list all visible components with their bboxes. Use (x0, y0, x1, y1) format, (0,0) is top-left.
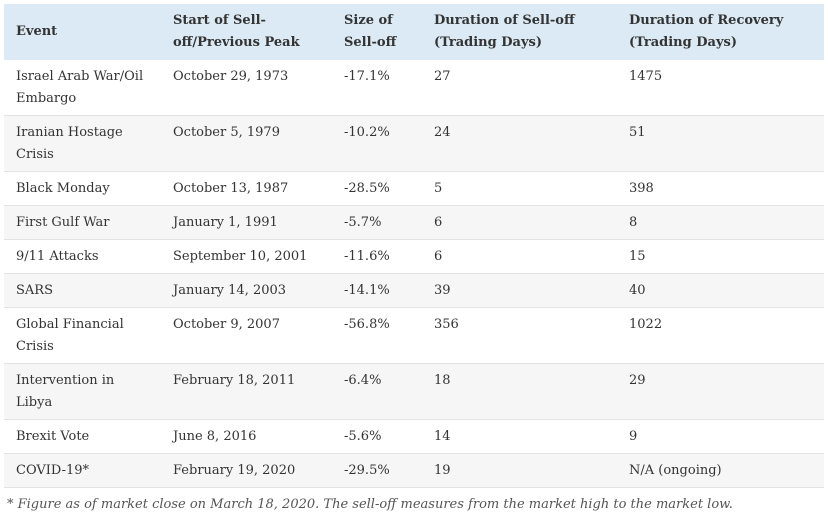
cell-size: -28.5% (332, 171, 422, 206)
cell-recovery-duration: 398 (617, 171, 824, 206)
table-row: Iranian Hostage Crisis October 5, 1979 -… (4, 115, 824, 172)
cell-recovery-duration: 40 (617, 273, 824, 308)
cell-event: Global Financial Crisis (4, 307, 161, 364)
cell-selloff-duration: 19 (422, 453, 617, 488)
cell-recovery-duration: 29 (617, 363, 824, 420)
table-footnote: * Figure as of market close on March 18,… (7, 497, 733, 512)
cell-start: February 18, 2011 (161, 363, 332, 420)
cell-size: -5.7% (332, 205, 422, 240)
cell-event: Black Monday (4, 171, 161, 206)
cell-selloff-duration: 27 (422, 60, 617, 116)
cell-event: Iranian Hostage Crisis (4, 115, 161, 172)
table-row: First Gulf War January 1, 1991 -5.7% 6 8 (4, 205, 824, 240)
table-row: Brexit Vote June 8, 2016 -5.6% 14 9 (4, 419, 824, 454)
cell-size: -17.1% (332, 60, 422, 116)
cell-start: January 14, 2003 (161, 273, 332, 308)
cell-size: -14.1% (332, 273, 422, 308)
cell-start: October 29, 1973 (161, 60, 332, 116)
cell-size: -10.2% (332, 115, 422, 172)
market-selloff-table: Event Start of Sell-off/Previous Peak Si… (4, 4, 824, 488)
header-duration-of-recovery: Duration of Recovery (Trading Days) (617, 4, 824, 60)
cell-selloff-duration: 356 (422, 307, 617, 364)
cell-event: COVID-19* (4, 453, 161, 488)
cell-event: Israel Arab War/Oil Embargo (4, 60, 161, 116)
cell-selloff-duration: 18 (422, 363, 617, 420)
cell-selloff-duration: 5 (422, 171, 617, 206)
table-body: Israel Arab War/Oil Embargo October 29, … (4, 60, 824, 488)
cell-start: October 9, 2007 (161, 307, 332, 364)
cell-start: January 1, 1991 (161, 205, 332, 240)
table-row: Black Monday October 13, 1987 -28.5% 5 3… (4, 171, 824, 206)
cell-size: -6.4% (332, 363, 422, 420)
cell-selloff-duration: 6 (422, 239, 617, 274)
cell-recovery-duration: 51 (617, 115, 824, 172)
header-duration-of-selloff: Duration of Sell-off (Trading Days) (422, 4, 617, 60)
cell-recovery-duration: 15 (617, 239, 824, 274)
cell-recovery-duration: N/A (ongoing) (617, 453, 824, 488)
cell-size: -11.6% (332, 239, 422, 274)
table-row: Israel Arab War/Oil Embargo October 29, … (4, 60, 824, 116)
cell-event: Brexit Vote (4, 419, 161, 454)
cell-recovery-duration: 1022 (617, 307, 824, 364)
table-row: Global Financial Crisis October 9, 2007 … (4, 307, 824, 364)
cell-recovery-duration: 9 (617, 419, 824, 454)
cell-size: -5.6% (332, 419, 422, 454)
header-event: Event (4, 4, 161, 60)
header-size-of-selloff: Size of Sell-off (332, 4, 422, 60)
cell-selloff-duration: 6 (422, 205, 617, 240)
cell-size: -56.8% (332, 307, 422, 364)
cell-event: First Gulf War (4, 205, 161, 240)
cell-start: September 10, 2001 (161, 239, 332, 274)
table-row: SARS January 14, 2003 -14.1% 39 40 (4, 273, 824, 308)
cell-selloff-duration: 24 (422, 115, 617, 172)
cell-start: June 8, 2016 (161, 419, 332, 454)
table-header: Event Start of Sell-off/Previous Peak Si… (4, 4, 824, 60)
cell-selloff-duration: 39 (422, 273, 617, 308)
cell-recovery-duration: 8 (617, 205, 824, 240)
cell-event: SARS (4, 273, 161, 308)
cell-selloff-duration: 14 (422, 419, 617, 454)
cell-event: Intervention in Libya (4, 363, 161, 420)
header-start-of-selloff: Start of Sell-off/Previous Peak (161, 4, 332, 60)
cell-size: -29.5% (332, 453, 422, 488)
table-row: Intervention in Libya February 18, 2011 … (4, 363, 824, 420)
cell-event: 9/11 Attacks (4, 239, 161, 274)
cell-start: October 5, 1979 (161, 115, 332, 172)
header-row: Event Start of Sell-off/Previous Peak Si… (4, 4, 824, 60)
cell-start: February 19, 2020 (161, 453, 332, 488)
table-row: 9/11 Attacks September 10, 2001 -11.6% 6… (4, 239, 824, 274)
cell-start: October 13, 1987 (161, 171, 332, 206)
table-row: COVID-19* February 19, 2020 -29.5% 19 N/… (4, 453, 824, 488)
cell-recovery-duration: 1475 (617, 60, 824, 116)
